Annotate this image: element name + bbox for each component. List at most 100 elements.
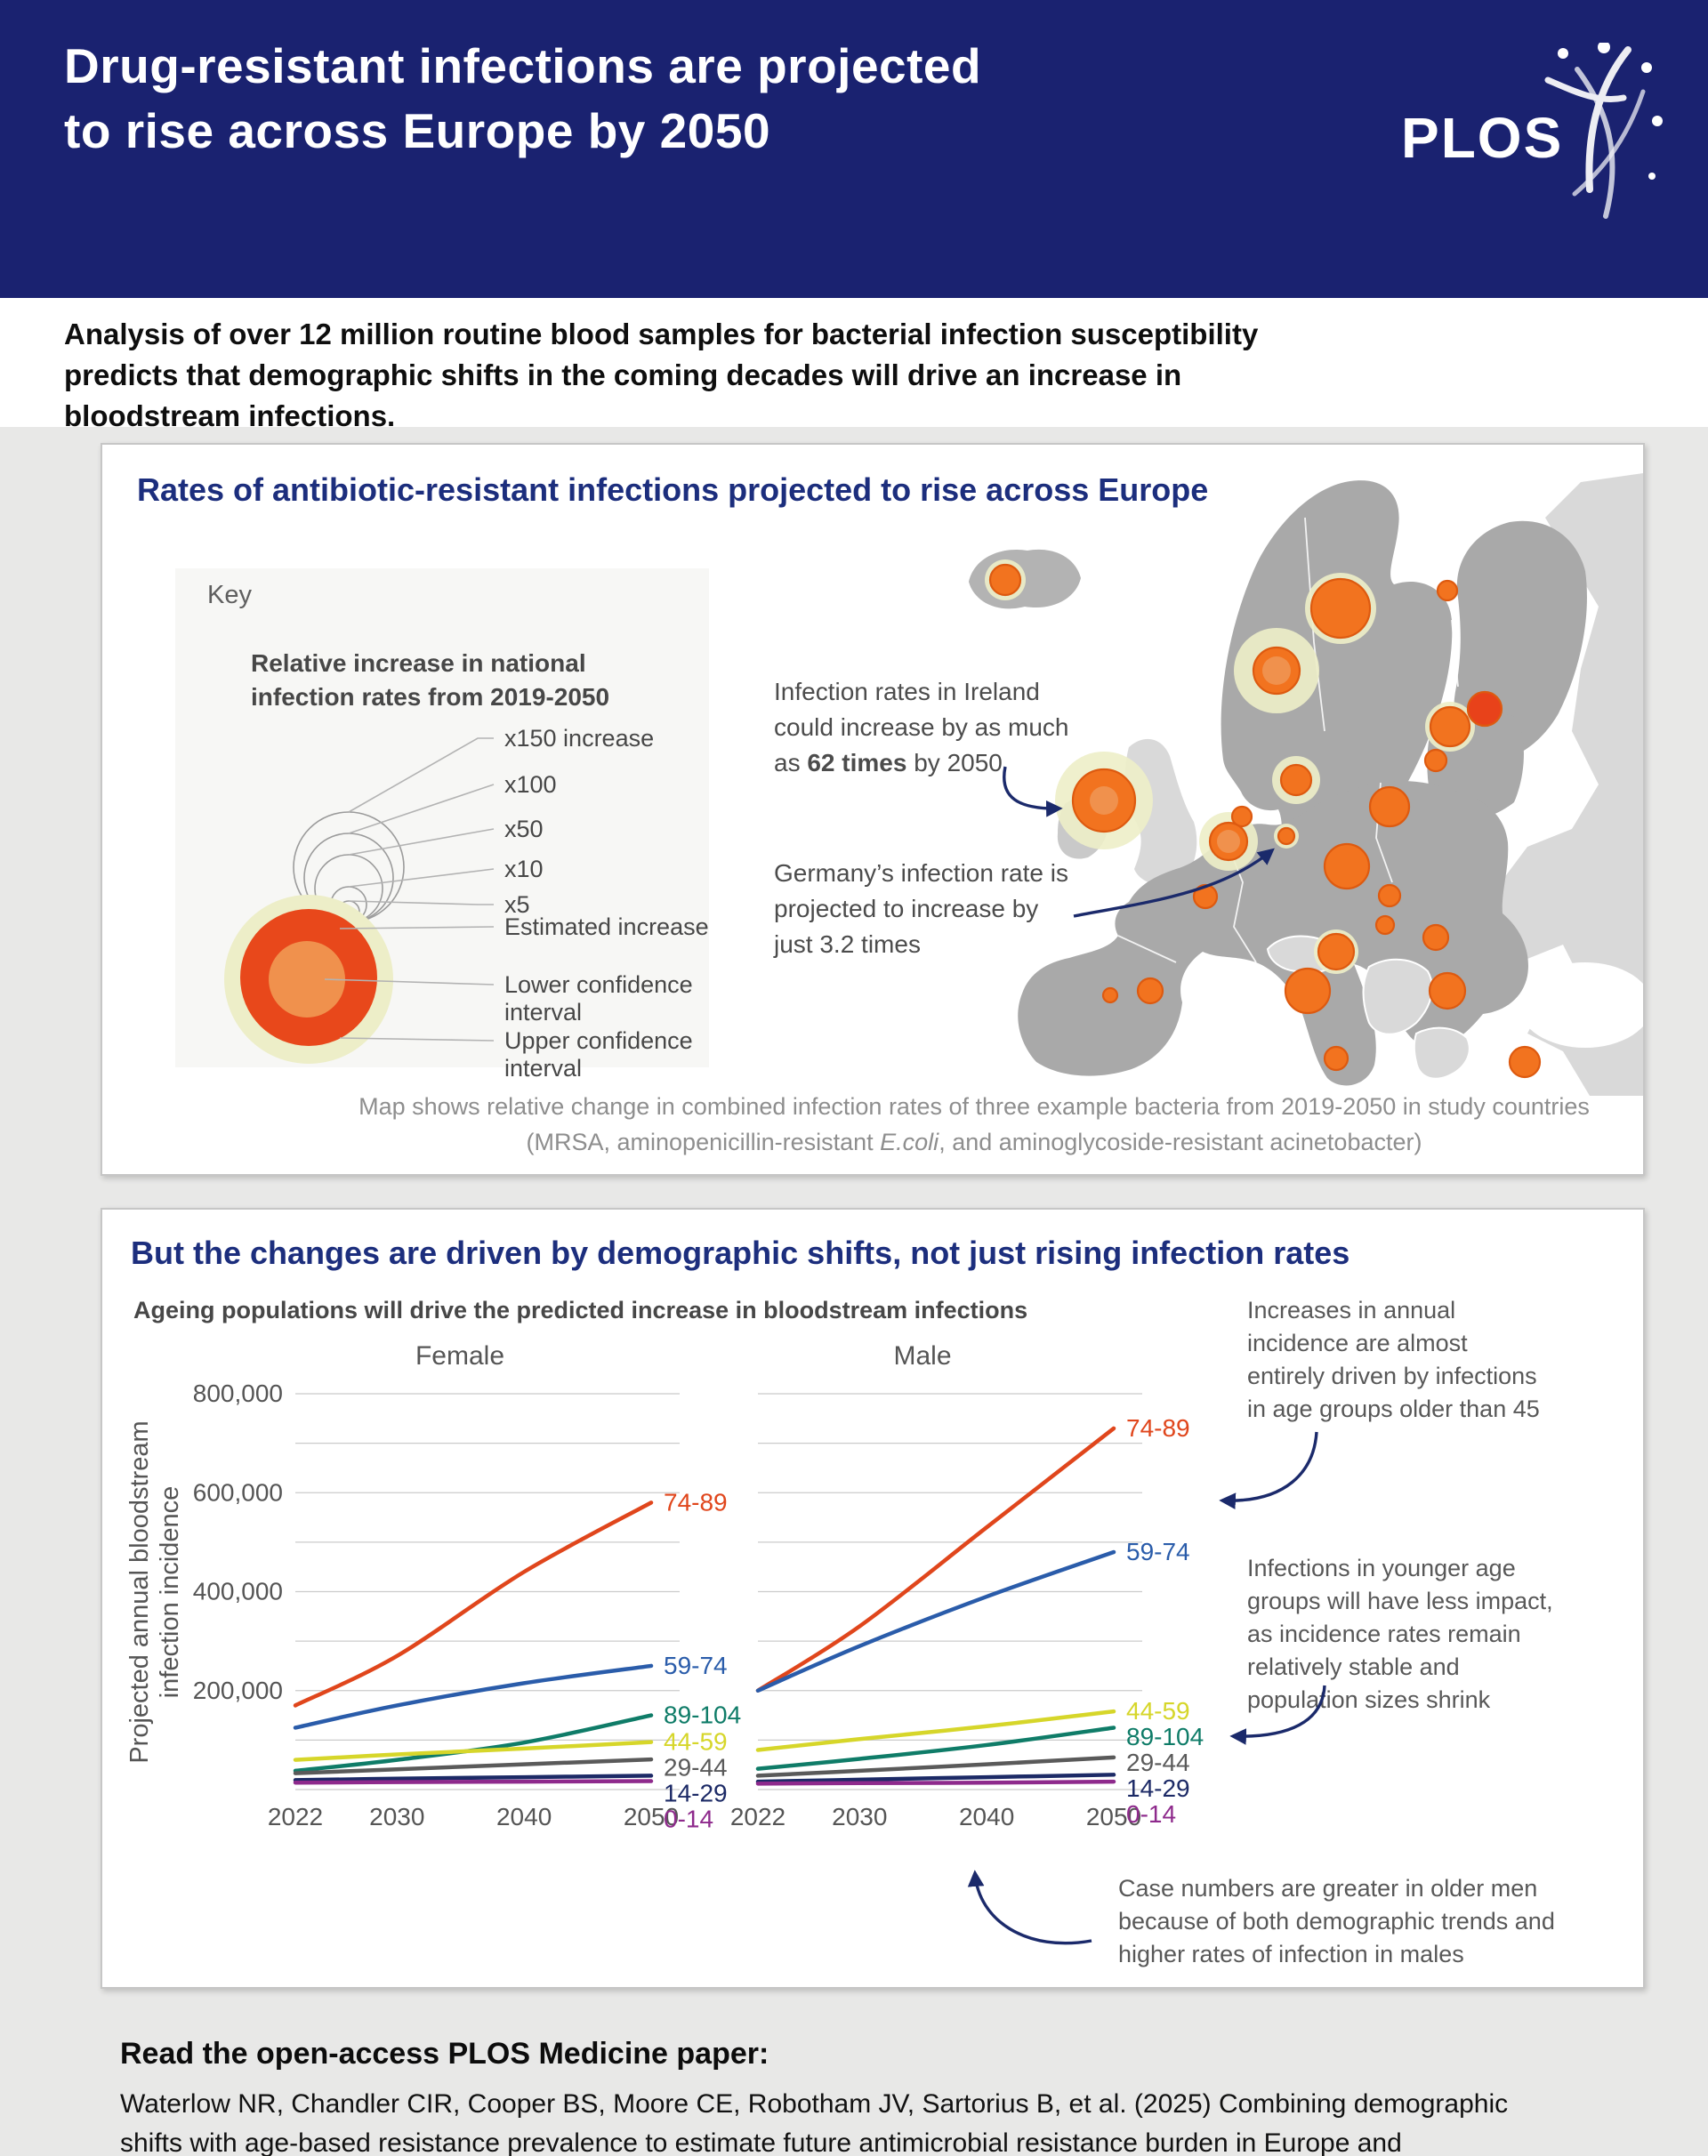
series-label-59-74: 59-74: [1126, 1538, 1190, 1565]
series-line-59-74: [293, 1663, 654, 1730]
page-title: Drug-resistant infections are projected …: [64, 34, 1354, 164]
svg-text:2022: 2022: [730, 1803, 786, 1830]
germany-arrow: [1073, 848, 1275, 918]
series-label-29-44: 29-44: [1126, 1749, 1190, 1776]
series-line-14-29: [755, 1773, 1116, 1784]
citation: Waterlow NR, Chandler CIR, Cooper BS, Mo…: [120, 2085, 1659, 2156]
ecoli-italic: E.coli: [880, 1129, 939, 1155]
series-label-14-29: 14-29: [1126, 1774, 1190, 1802]
bubble-poland: [1368, 785, 1411, 828]
svg-text:2040: 2040: [959, 1803, 1014, 1830]
intro-band: Analysis of over 12 million routine bloo…: [0, 298, 1708, 432]
germany-annotation: Germany’s infection rate is projected to…: [774, 859, 1068, 958]
male-chart: 2022 2030 2040 2050 Male 74-89 59-74 44-5989-10…: [730, 1341, 1204, 1830]
series-line-74-89: [755, 1426, 1116, 1693]
incidence-line-charts: Projected annual bloodstream infection in…: [126, 1341, 1204, 1833]
bubble-denmark: [1279, 763, 1313, 797]
page-title-line1: Drug-resistant infections are projected: [64, 38, 982, 93]
infection-bubbles: [988, 563, 1542, 1079]
plos-logo-text: PLOS: [1401, 106, 1564, 170]
citation-line2: shifts with age-based resistance prevale…: [120, 2128, 1402, 2156]
svg-text:Female: Female: [415, 1341, 504, 1371]
older-groups-annotation: Increases in annual incidence are almost…: [1247, 1297, 1540, 1422]
key-label: Key: [207, 581, 252, 609]
series-line-0-14: [755, 1779, 1116, 1786]
plos-logo-mark-icon: [1544, 43, 1663, 219]
map-key: Key Relative increase in national infect…: [175, 568, 709, 1082]
svg-text:Projected annual bloodstream: Projected annual bloodstream: [126, 1420, 154, 1763]
bubble-core-netherlands: [1217, 830, 1240, 853]
key-upper-ci-label: Upper confidence interval: [504, 1027, 693, 1082]
map-caption-line1: Map shows relative change in combined in…: [359, 1093, 1590, 1120]
series-label-89-104: 89-104: [664, 1701, 741, 1729]
key-size-connectors: [348, 737, 495, 905]
series-line-44-59: [755, 1709, 1116, 1752]
land-east-nonstudy: [1492, 473, 1643, 1096]
series-label-44-59: 44-59: [1126, 1697, 1190, 1725]
bubble-estonia-upper: [1466, 690, 1503, 728]
key-diagram: [224, 737, 495, 1064]
younger-groups-annotation: Infections in younger age groups will ha…: [1247, 1555, 1553, 1713]
bubble-cyprus: [1508, 1045, 1542, 1079]
series-line-59-74: [755, 1549, 1116, 1693]
series-line-29-44: [293, 1757, 654, 1775]
key-size-x100: x100: [504, 771, 557, 798]
arrow-older-groups: [1219, 1431, 1318, 1509]
black-sea: [1519, 962, 1643, 1048]
svg-text:200,000: 200,000: [193, 1677, 283, 1704]
map-caption-line2: (MRSA, aminopenicillin-resistant E.coli,…: [526, 1129, 1422, 1155]
series-line-14-29: [293, 1774, 654, 1782]
series-line-89-104: [755, 1726, 1116, 1771]
bubble-finland: [1436, 579, 1459, 602]
bubble-sweden: [1309, 577, 1372, 640]
bubble-italy: [1284, 967, 1332, 1015]
key-bullseye: [224, 895, 393, 1064]
intro-line2: predicts that demographic shifts in the …: [64, 358, 1182, 391]
bubble-netherlands-north: [1230, 805, 1253, 828]
series-label-59-74: 59-74: [664, 1652, 728, 1679]
arrow-older-men: [967, 1870, 1092, 1945]
plos-logo: PLOS: [1401, 43, 1668, 229]
bubble-iceland: [988, 563, 1022, 597]
series-label-29-44: 29-44: [664, 1754, 728, 1782]
series-label-0-14: 0-14: [664, 1806, 713, 1833]
svg-text:800,000: 800,000: [193, 1380, 283, 1407]
bubble-germany: [1277, 826, 1296, 846]
svg-text:Male: Male: [893, 1341, 951, 1371]
footer-heading: Read the open-access PLOS Medicine paper…: [120, 2037, 769, 2071]
bubble-croatia: [1317, 932, 1356, 971]
header-band: Drug-resistant infections are projected …: [0, 0, 1708, 298]
svg-text:2030: 2030: [369, 1803, 424, 1830]
svg-text:2050: 2050: [1086, 1803, 1141, 1830]
bubble-bulgaria: [1428, 971, 1467, 1010]
bubble-core-ireland: [1090, 786, 1118, 815]
series-label-74-89: 74-89: [664, 1488, 728, 1516]
series-label-74-89: 74-89: [1126, 1414, 1190, 1442]
bubble-portugal: [1101, 986, 1119, 1004]
key-lower-ci-label: Lower confidence interval: [504, 971, 693, 1026]
bubble-latvia: [1423, 748, 1448, 773]
svg-text:2022: 2022: [268, 1803, 323, 1830]
chart-panel-title: But the changes are driven by demographi…: [131, 1235, 1350, 1271]
map-panel-title: Rates of antibiotic-resistant infections…: [137, 471, 1209, 508]
bubble-malta: [1323, 1045, 1349, 1072]
ireland-arrow: [1003, 766, 1063, 817]
ireland-annotation: Infection rates in Ireland could increas…: [774, 678, 1069, 776]
land-balkans-nonstudy: [1362, 958, 1433, 1035]
series-line-0-14: [293, 1779, 654, 1785]
map-panel: Rates of antibiotic-resistant infections…: [101, 443, 1645, 1176]
citation-line1: Waterlow NR, Chandler CIR, Cooper BS, Mo…: [120, 2089, 1509, 2119]
intro-line3: bloodstream infections.: [64, 399, 396, 432]
svg-text:infection incidence: infection incidence: [156, 1486, 184, 1699]
key-size-x5: x5: [504, 891, 530, 918]
key-size-x150: x150 increase: [504, 725, 655, 752]
europe-map: [969, 473, 1643, 1096]
key-estimated-label: Estimated increase: [504, 913, 709, 940]
bubble-spain: [1136, 977, 1164, 1005]
chart-panel-subtitle: Ageing populations will drive the predic…: [133, 1297, 1028, 1323]
bubble-czechia: [1323, 842, 1371, 890]
key-size-x50: x50: [504, 816, 544, 842]
land-greece-nonstudy: [1413, 1026, 1470, 1080]
series-label-0-14: 0-14: [1126, 1800, 1176, 1828]
